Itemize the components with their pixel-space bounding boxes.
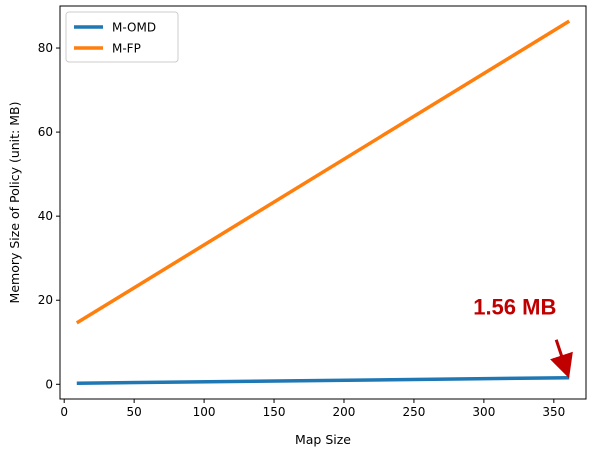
x-tick-label: 100 bbox=[193, 405, 216, 419]
y-tick-label: 0 bbox=[45, 377, 53, 391]
legend-label-m-fp: M-FP bbox=[112, 42, 141, 56]
y-axis-label: Memory Size of Policy (unit: MB) bbox=[7, 102, 22, 304]
annotation-arrow bbox=[550, 339, 573, 379]
legend-label-m-omd: M-OMD bbox=[112, 21, 156, 35]
plot-frame bbox=[59, 5, 587, 400]
x-tick-label: 200 bbox=[333, 405, 356, 419]
y-tick-label: 40 bbox=[38, 209, 53, 223]
x-tick-label: 350 bbox=[542, 405, 565, 419]
series-line-m-fp bbox=[75, 19, 571, 325]
x-tick-label: 150 bbox=[263, 405, 286, 419]
legend: M-OMD M-FP bbox=[65, 11, 179, 63]
y-tick-label: 20 bbox=[38, 293, 53, 307]
y-tick-label: 60 bbox=[38, 125, 53, 139]
x-axis-label: Map Size bbox=[295, 432, 351, 447]
x-tick-label: 250 bbox=[402, 405, 425, 419]
x-tick-label: 50 bbox=[127, 405, 142, 419]
annotation-label: 1.56 MB bbox=[473, 295, 556, 320]
y-tick-label: 80 bbox=[38, 41, 53, 55]
x-tick-label: 300 bbox=[472, 405, 495, 419]
x-tick-label: 0 bbox=[60, 405, 68, 419]
series-line-m-omd bbox=[76, 375, 570, 385]
